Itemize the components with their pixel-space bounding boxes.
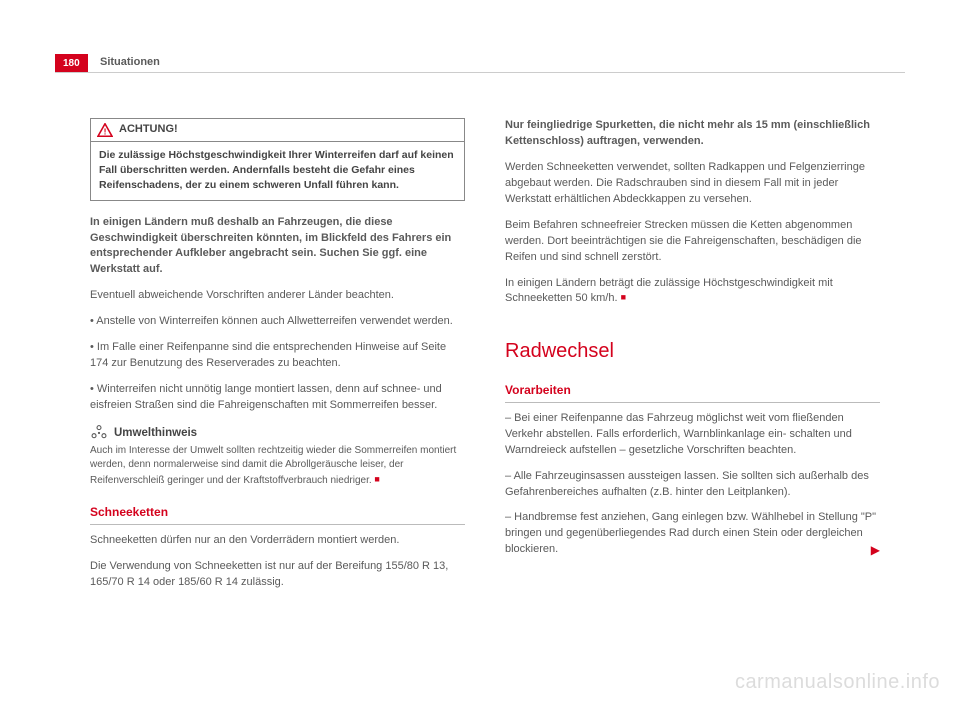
vor-3-text: – Handbremse fest anziehen, Gang einlege… xyxy=(505,511,876,555)
subheading-rule-2 xyxy=(505,402,880,403)
watermark: carmanualsonline.info xyxy=(735,671,940,694)
svg-text:!: ! xyxy=(104,126,107,136)
end-marker-icon: ■ xyxy=(374,474,379,484)
env-body-text: Auch im Interesse der Umwelt sollten rec… xyxy=(90,445,456,486)
bullet-1: • Anstelle von Winterreifen können auch … xyxy=(90,314,465,330)
warning-header: ! ACHTUNG! xyxy=(91,119,464,142)
env-title: Umwelthinweis xyxy=(114,425,197,442)
schnee-p2: Die Verwendung von Schneeketten ist nur … xyxy=(90,559,465,591)
env-header: Umwelthinweis xyxy=(90,424,465,442)
para-2: Eventuell abweichende Vorschriften ander… xyxy=(90,288,465,304)
right-p4-text: In einigen Ländern beträgt die zulässige… xyxy=(505,277,833,305)
subheading-rule xyxy=(90,524,465,525)
right-p2: Werden Schneeketten verwendet, sollten R… xyxy=(505,160,880,208)
subheading-vorarbeiten: Vorarbeiten xyxy=(505,382,880,399)
para-bold-1: In einigen Ländern muß deshalb an Fahrze… xyxy=(90,215,465,279)
schnee-p1: Schneeketten dürfen nur an den Vorderräd… xyxy=(90,533,465,549)
right-p3: Beim Befahren schneefreier Strecken müss… xyxy=(505,218,880,266)
right-bold-1: Nur feingliedrige Spurketten, die nicht … xyxy=(505,118,880,150)
header-rule xyxy=(55,72,905,73)
right-p4: In einigen Ländern beträgt die zulässige… xyxy=(505,276,880,308)
bullet-3: • Winterreifen nicht unnötig lange monti… xyxy=(90,382,465,414)
warning-box: ! ACHTUNG! Die zulässige Höchstgeschwind… xyxy=(90,118,465,201)
content-columns: ! ACHTUNG! Die zulässige Höchstgeschwind… xyxy=(90,118,880,658)
left-column: ! ACHTUNG! Die zulässige Höchstgeschwind… xyxy=(90,118,465,658)
vor-3: – Handbremse fest anziehen, Gang einlege… xyxy=(505,510,880,558)
heading-radwechsel: Radwechsel xyxy=(505,337,880,366)
recycle-icon xyxy=(90,424,108,442)
continue-arrow-icon: ▶ xyxy=(871,542,880,559)
warning-triangle-icon: ! xyxy=(97,123,113,137)
breadcrumb: Situationen xyxy=(100,56,160,68)
vor-1: – Bei einer Reifenpanne das Fahrzeug mög… xyxy=(505,411,880,459)
warning-body: Die zulässige Höchstgeschwindigkeit Ihre… xyxy=(91,142,464,200)
vor-2: – Alle Fahrzeuginsassen aussteigen lasse… xyxy=(505,469,880,501)
end-marker-icon: ■ xyxy=(621,292,626,302)
subheading-schneeketten: Schneeketten xyxy=(90,504,465,521)
page-number-tab: 180 xyxy=(55,54,88,73)
bullet-2: • Im Falle einer Reifenpanne sind die en… xyxy=(90,340,465,372)
env-body: Auch im Interesse der Umwelt sollten rec… xyxy=(90,444,465,489)
right-column: Nur feingliedrige Spurketten, die nicht … xyxy=(505,118,880,658)
warning-title: ACHTUNG! xyxy=(119,122,178,138)
